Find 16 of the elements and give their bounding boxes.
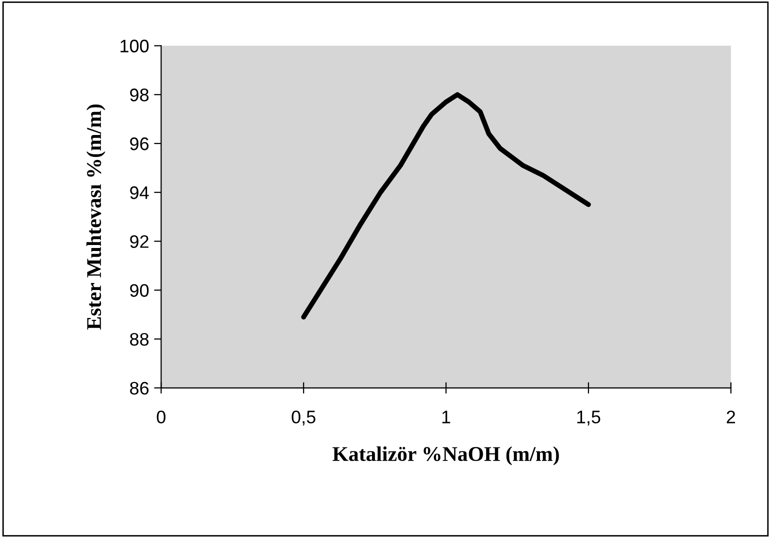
x-tick-label: 1 bbox=[442, 410, 450, 424]
x-tick-label: 2 bbox=[726, 410, 736, 424]
x-tick-label: 0 bbox=[156, 410, 166, 424]
y-tick-label: 86 bbox=[130, 382, 149, 395]
y-tick-label: 90 bbox=[130, 284, 149, 297]
y-tick-label: 94 bbox=[130, 186, 149, 200]
y-tick-label: 92 bbox=[130, 235, 148, 248]
y-tick-label: 98 bbox=[130, 88, 149, 102]
y-tick-label: 100 bbox=[120, 40, 149, 52]
y-tick-label: 96 bbox=[130, 137, 149, 150]
y-axis-title: Ester Muhtevası %(m/m) bbox=[86, 104, 106, 330]
x-tick-label: 1,5 bbox=[577, 410, 600, 426]
line-series bbox=[301, 92, 591, 320]
x-axis-title: Katalizör %NaOH (m/m) bbox=[332, 446, 559, 466]
x-tick-label: 0,5 bbox=[292, 410, 316, 426]
y-tick-label: 88 bbox=[130, 332, 149, 346]
